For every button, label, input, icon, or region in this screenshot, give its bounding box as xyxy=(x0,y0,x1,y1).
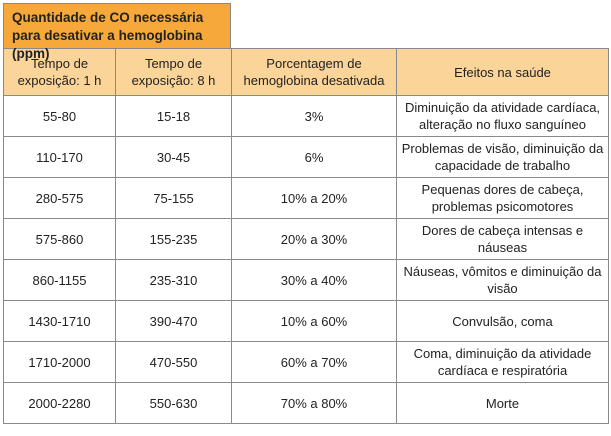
table-row: 110-170 30-45 6% Problemas de visão, dim… xyxy=(3,136,609,178)
cell-exposure-1h: 55-80 xyxy=(3,95,116,137)
cell-hemoglobin-percent: 30% a 40% xyxy=(231,259,397,301)
header-exposure-1h: Tempo de exposição: 1 h xyxy=(3,48,116,96)
table-row: 575-860 155-235 20% a 30% Dores de cabeç… xyxy=(3,218,609,260)
table-row: 1710-2000 470-550 60% a 70% Coma, diminu… xyxy=(3,341,609,383)
table-row: 55-80 15-18 3% Diminuição da atividade c… xyxy=(3,95,609,137)
co-table-container: Quantidade de CO necessária para desativ… xyxy=(3,3,609,424)
cell-hemoglobin-percent: 10% a 20% xyxy=(231,177,397,219)
table-row: 2000-2280 550-630 70% a 80% Morte xyxy=(3,382,609,424)
table-row: 860-1155 235-310 30% a 40% Náuseas, vômi… xyxy=(3,259,609,301)
cell-health-effects: Coma, diminuição da atividade cardíaca e… xyxy=(396,341,609,383)
header-exposure-8h: Tempo de exposição: 8 h xyxy=(115,48,232,96)
table-row: 1430-1710 390-470 10% a 60% Convulsão, c… xyxy=(3,300,609,342)
table-caption: Quantidade de CO necessária para desativ… xyxy=(3,3,231,61)
cell-exposure-1h: 280-575 xyxy=(3,177,116,219)
cell-hemoglobin-percent: 10% a 60% xyxy=(231,300,397,342)
cell-health-effects: Dores de cabeça intensas e náuseas xyxy=(396,218,609,260)
cell-exposure-1h: 110-170 xyxy=(3,136,116,178)
cell-exposure-8h: 75-155 xyxy=(115,177,232,219)
cell-health-effects: Náuseas, vômitos e diminuição da visão xyxy=(396,259,609,301)
cell-exposure-1h: 575-860 xyxy=(3,218,116,260)
table-row: 280-575 75-155 10% a 20% Pequenas dores … xyxy=(3,177,609,219)
cell-exposure-1h: 1710-2000 xyxy=(3,341,116,383)
header-health-effects: Efeitos na saúde xyxy=(396,48,609,96)
cell-hemoglobin-percent: 3% xyxy=(231,95,397,137)
cell-hemoglobin-percent: 70% a 80% xyxy=(231,382,397,424)
cell-health-effects: Pequenas dores de cabeça, problemas psic… xyxy=(396,177,609,219)
cell-exposure-8h: 235-310 xyxy=(115,259,232,301)
cell-health-effects: Morte xyxy=(396,382,609,424)
cell-exposure-1h: 860-1155 xyxy=(3,259,116,301)
cell-health-effects: Convulsão, coma xyxy=(396,300,609,342)
cell-hemoglobin-percent: 6% xyxy=(231,136,397,178)
cell-health-effects: Problemas de visão, diminuição da capaci… xyxy=(396,136,609,178)
cell-health-effects: Diminuição da atividade cardíaca, altera… xyxy=(396,95,609,137)
cell-exposure-1h: 2000-2280 xyxy=(3,382,116,424)
cell-exposure-8h: 15-18 xyxy=(115,95,232,137)
cell-exposure-8h: 30-45 xyxy=(115,136,232,178)
cell-exposure-8h: 550-630 xyxy=(115,382,232,424)
cell-exposure-8h: 155-235 xyxy=(115,218,232,260)
cell-hemoglobin-percent: 20% a 30% xyxy=(231,218,397,260)
header-hemoglobin-percent: Porcentagem de hemoglobina desativada xyxy=(231,48,397,96)
cell-hemoglobin-percent: 60% a 70% xyxy=(231,341,397,383)
cell-exposure-8h: 390-470 xyxy=(115,300,232,342)
cell-exposure-8h: 470-550 xyxy=(115,341,232,383)
cell-exposure-1h: 1430-1710 xyxy=(3,300,116,342)
co-effects-table: Tempo de exposição: 1 h Tempo de exposiç… xyxy=(3,48,609,424)
header-row: Tempo de exposição: 1 h Tempo de exposiç… xyxy=(3,48,609,96)
